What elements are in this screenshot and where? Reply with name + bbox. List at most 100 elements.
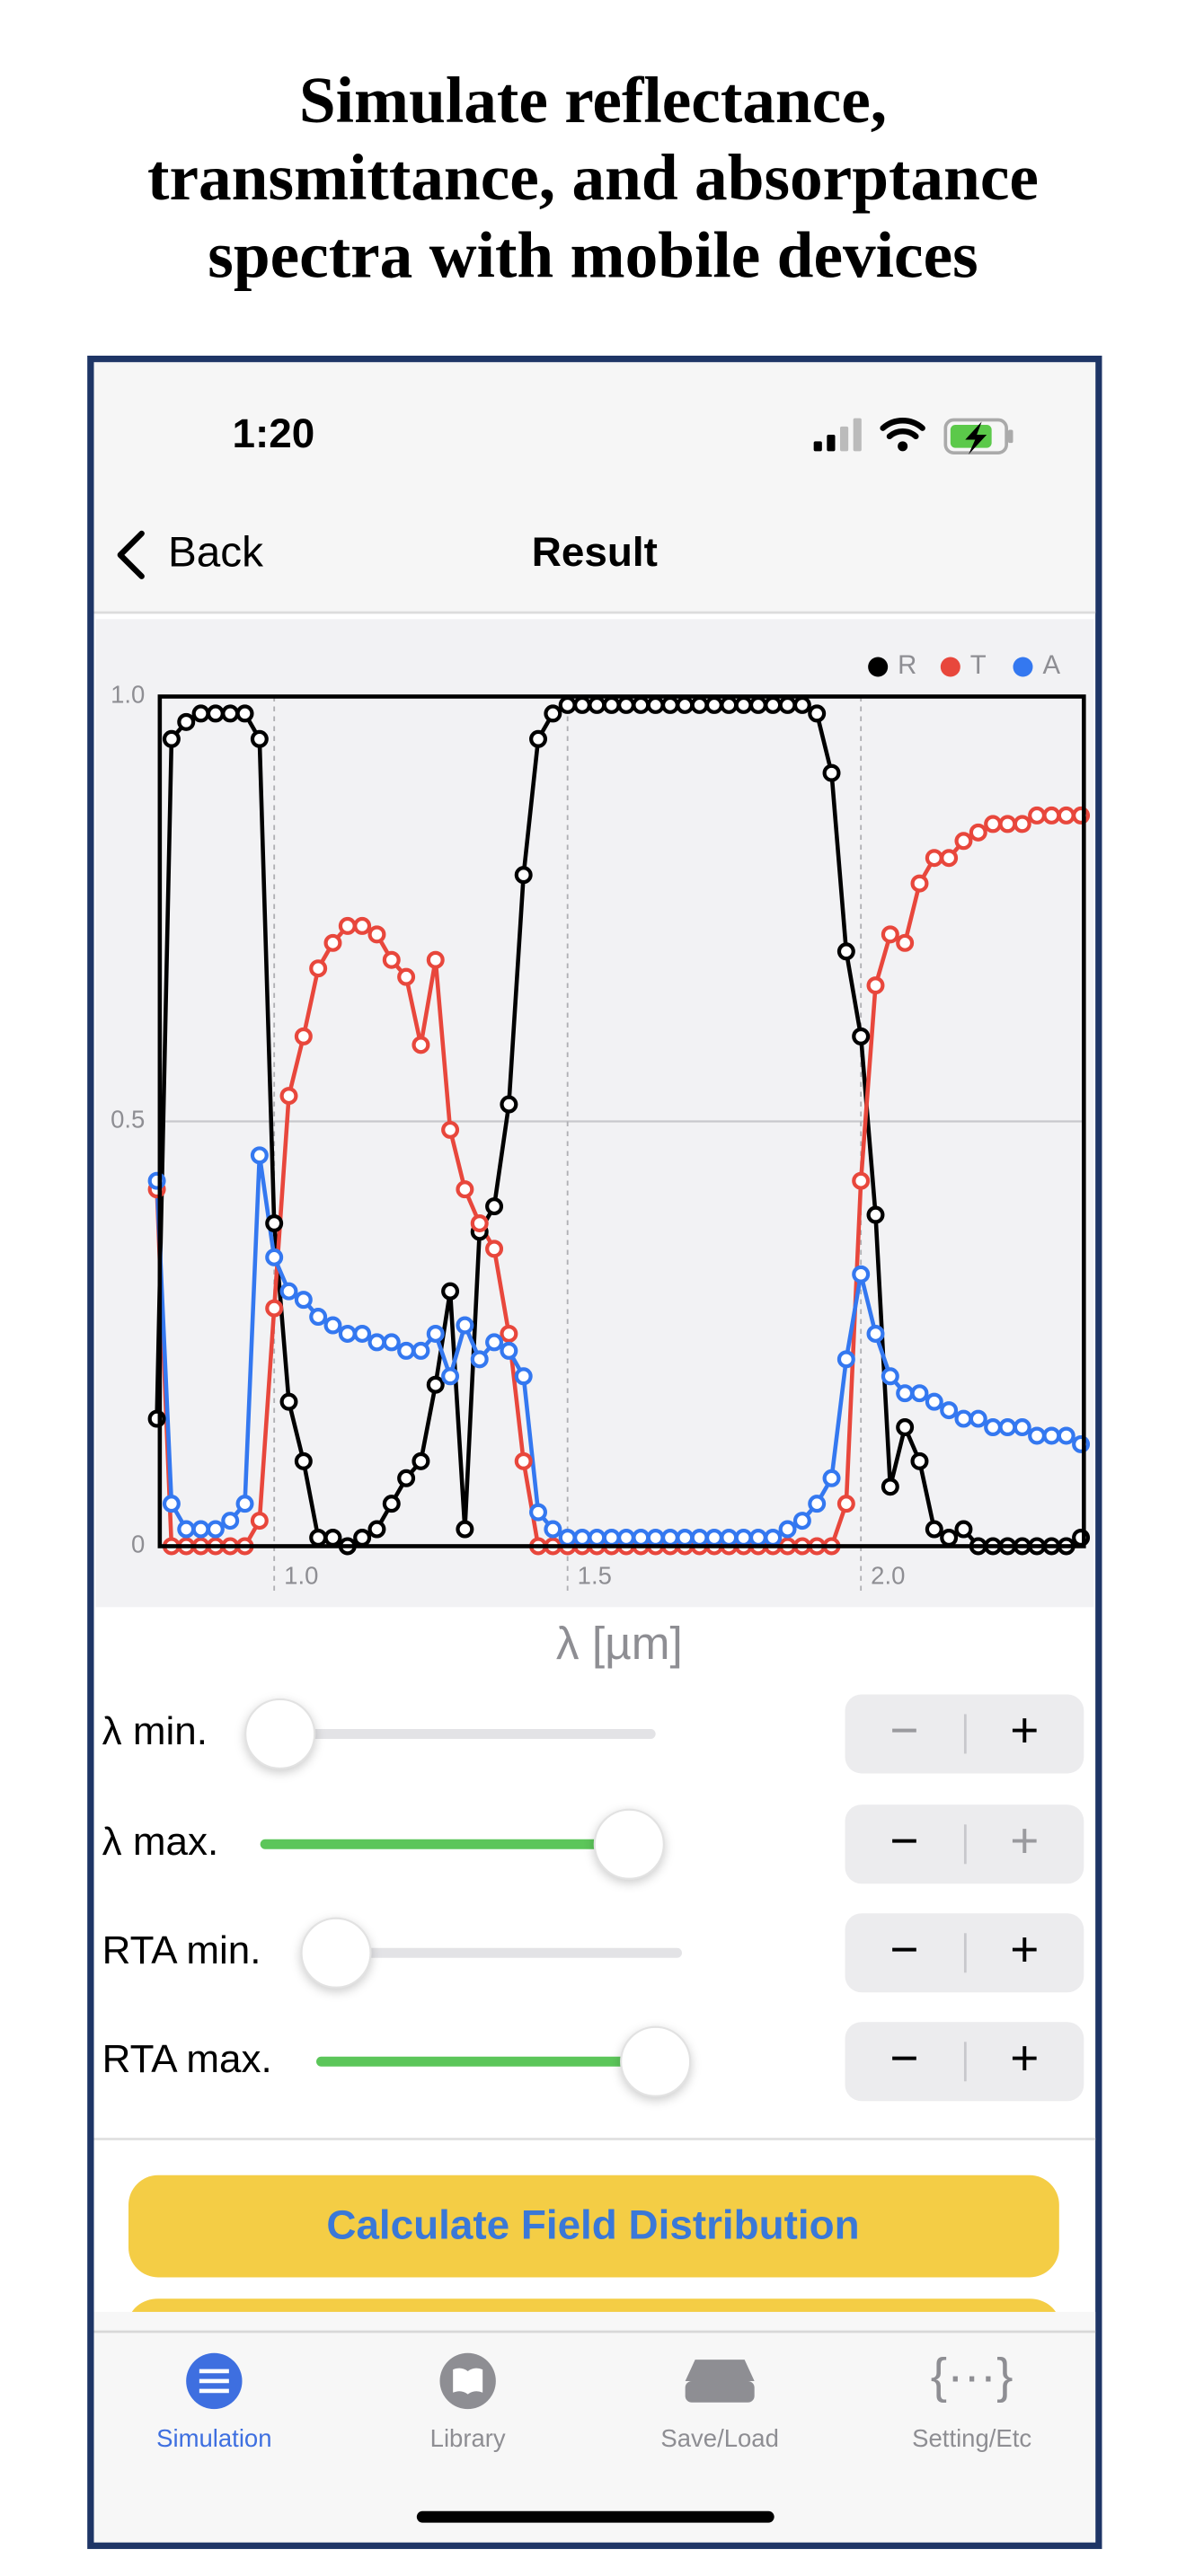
tab-label[interactable]: Library: [430, 2424, 506, 2452]
data-point: [279, 1087, 298, 1106]
slider-label: λ max.: [102, 1820, 219, 1864]
data-point: [382, 950, 401, 969]
data-point: [998, 815, 1017, 834]
calculate-button-label[interactable]: Calculate Field Distribution: [326, 2202, 859, 2248]
data-point: [162, 1495, 181, 1513]
data-point: [485, 1333, 504, 1352]
x-tick-label: 2.0: [871, 1562, 905, 1590]
stepper-minus[interactable]: −: [890, 1921, 918, 1977]
data-point: [500, 1341, 518, 1360]
tab-label[interactable]: Save/Load: [660, 2424, 778, 2452]
tab-icon[interactable]: [186, 2352, 243, 2410]
headline: spectra with mobile devices: [208, 218, 978, 291]
data-point: [338, 1324, 357, 1343]
data-point: [323, 1529, 342, 1547]
data-point: [822, 1469, 841, 1487]
slider-knob[interactable]: [300, 1917, 372, 1989]
top-bar: [93, 362, 1096, 613]
slider-track: [260, 1839, 630, 1849]
tab-icon[interactable]: [439, 2352, 496, 2410]
data-point: [177, 712, 196, 731]
status-time: 1:20: [232, 410, 314, 456]
plot-frame: [157, 694, 1086, 1548]
slider-track: [279, 1728, 656, 1739]
data-point: [367, 1333, 386, 1352]
data-point: [822, 763, 841, 782]
data-point: [485, 1239, 504, 1258]
data-point: [529, 1503, 548, 1522]
tab-label[interactable]: Setting/Etc: [912, 2424, 1031, 2452]
data-point: [514, 1451, 533, 1470]
data-point: [265, 1299, 284, 1318]
stepper-plus[interactable]: +: [1010, 2030, 1039, 2086]
data-point: [323, 933, 342, 952]
data-point: [632, 695, 651, 714]
data-point: [353, 1324, 372, 1343]
tab-label[interactable]: Simulation: [156, 2424, 271, 2452]
data-point: [338, 916, 357, 935]
data-point: [353, 916, 372, 935]
data-point: [778, 1520, 797, 1539]
slider-label: RTA max.: [102, 2037, 272, 2081]
tab-icon[interactable]: [685, 2360, 755, 2403]
data-point: [690, 1529, 709, 1547]
data-point: [910, 1384, 929, 1403]
stepper-plus[interactable]: +: [1010, 1921, 1039, 1977]
data-point: [984, 1418, 1003, 1437]
data-point: [573, 1529, 591, 1547]
controls: λ min. − + λ max. − + RTA min. − + RTA max. − +: [102, 1694, 1084, 2102]
data-point: [250, 1146, 269, 1165]
data-point: [382, 1495, 401, 1513]
slider-knob[interactable]: [593, 1808, 665, 1880]
tab-icon[interactable]: {···}: [931, 2348, 1013, 2404]
data-point: [558, 1529, 577, 1547]
data-point: [616, 695, 635, 714]
slider-knob[interactable]: [620, 2025, 692, 2097]
stepper-minus[interactable]: −: [890, 1813, 918, 1868]
data-point: [660, 1529, 679, 1547]
data-point: [852, 1171, 871, 1190]
slider-knob[interactable]: [244, 1698, 316, 1770]
data-point: [720, 695, 739, 714]
data-point: [412, 1036, 430, 1054]
data-point: [588, 695, 606, 714]
back-chevron[interactable]: [117, 530, 145, 579]
data-point: [984, 815, 1003, 834]
stepper-minus[interactable]: −: [890, 2030, 918, 2086]
status-icons: [813, 418, 1013, 454]
data-point: [456, 1520, 474, 1539]
data-point: [792, 1512, 811, 1531]
calculate-button[interactable]: [128, 2175, 1059, 2278]
data-point: [969, 823, 987, 842]
stepper-minus[interactable]: −: [890, 1702, 918, 1758]
data-point: [250, 1512, 269, 1531]
y-tick-label: 1.0: [111, 681, 145, 709]
headline: transmittance, and absorptance: [147, 141, 1039, 214]
data-point: [426, 1324, 445, 1343]
data-point: [441, 1282, 460, 1301]
data-point: [792, 695, 811, 714]
data-point: [294, 1451, 313, 1470]
data-point: [646, 695, 665, 714]
stepper-plus[interactable]: +: [1010, 1813, 1039, 1868]
stepper-plus[interactable]: +: [1010, 1702, 1039, 1758]
data-point: [896, 1384, 915, 1403]
data-point: [441, 1120, 460, 1139]
back-button[interactable]: Back: [168, 528, 263, 576]
data-point: [925, 1520, 943, 1539]
data-point: [485, 1197, 504, 1216]
data-point: [177, 1520, 196, 1539]
data-point: [544, 704, 562, 723]
data-point: [690, 695, 709, 714]
data-point: [456, 1316, 474, 1335]
data-point: [734, 695, 753, 714]
slider-track: [336, 1947, 682, 1958]
data-point: [748, 695, 767, 714]
data-point: [235, 1495, 254, 1513]
data-point: [1042, 1426, 1061, 1445]
data-point: [748, 1529, 767, 1547]
data-point: [470, 1213, 489, 1232]
x-tick-label: 1.5: [578, 1562, 612, 1590]
data-point: [382, 1333, 401, 1352]
